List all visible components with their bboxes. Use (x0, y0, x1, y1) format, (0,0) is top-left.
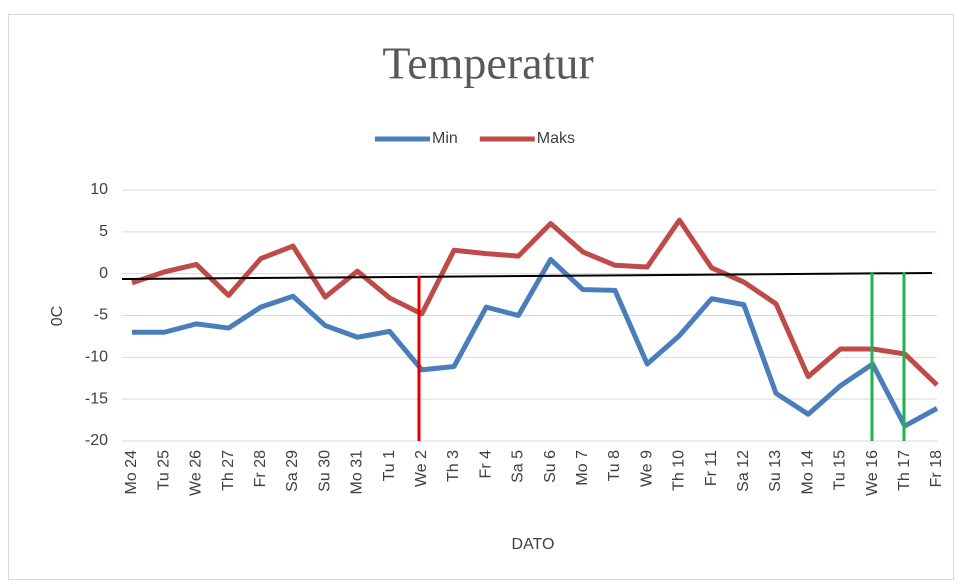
y-tick-label: -5 (94, 307, 108, 324)
x-tick-label: Th 17 (896, 450, 913, 491)
y-tick-label: -15 (85, 390, 108, 407)
x-tick-label: Th 10 (671, 450, 688, 491)
data-line (132, 256, 939, 429)
grid (122, 189, 937, 442)
x-axis-title: DATO (512, 536, 555, 553)
x-tick-label: Tu 25 (155, 450, 172, 490)
x-tick-label: Fr 4 (477, 450, 494, 479)
x-tick-label: Su 6 (542, 450, 559, 483)
legend-label: Min (432, 130, 458, 147)
x-tick-label: Tu 1 (381, 450, 398, 482)
x-tick-label: Mo 14 (799, 450, 816, 495)
x-tick-label: Fr 28 (252, 450, 269, 487)
y-tick-label: -10 (85, 349, 108, 366)
x-tick-label: We 16 (864, 450, 881, 496)
x-tick-label: We 9 (638, 450, 655, 487)
chart-border (8, 14, 954, 580)
y-tick-label: 0 (99, 265, 108, 282)
y-tick-label: 5 (99, 223, 108, 240)
legend-label: Maks (537, 130, 575, 147)
reference-line (121, 272, 933, 280)
x-tick-label: Mo 24 (123, 450, 140, 495)
y-axis-title: 0C (49, 306, 66, 326)
x-tick-label: Su 30 (316, 450, 333, 492)
x-tick-label: Th 27 (220, 450, 237, 491)
plot (131, 217, 939, 429)
x-tick-label: Tu 8 (606, 450, 623, 482)
data-line (131, 217, 939, 387)
x-tick-label: Su 13 (767, 450, 784, 492)
x-tick-label: Tu 15 (832, 450, 849, 490)
x-tick-label: Sa 12 (735, 450, 752, 492)
x-tick-label: We 26 (188, 450, 205, 496)
x-tick-label: We 2 (413, 450, 430, 487)
x-tick-label: Fr 18 (928, 450, 945, 487)
x-tick-label: Mo 7 (574, 450, 591, 486)
x-tick-label: Fr 11 (703, 450, 720, 486)
x-tick-label: Mo 31 (349, 450, 366, 495)
y-tick-label: 10 (90, 181, 108, 198)
x-tick-label: Sa 29 (284, 450, 301, 492)
y-tick-label: -20 (85, 432, 108, 449)
x-tick-label: Th 3 (445, 450, 462, 482)
chart-title: Temperatur (382, 38, 593, 89)
x-tick-label: Sa 5 (510, 450, 527, 483)
